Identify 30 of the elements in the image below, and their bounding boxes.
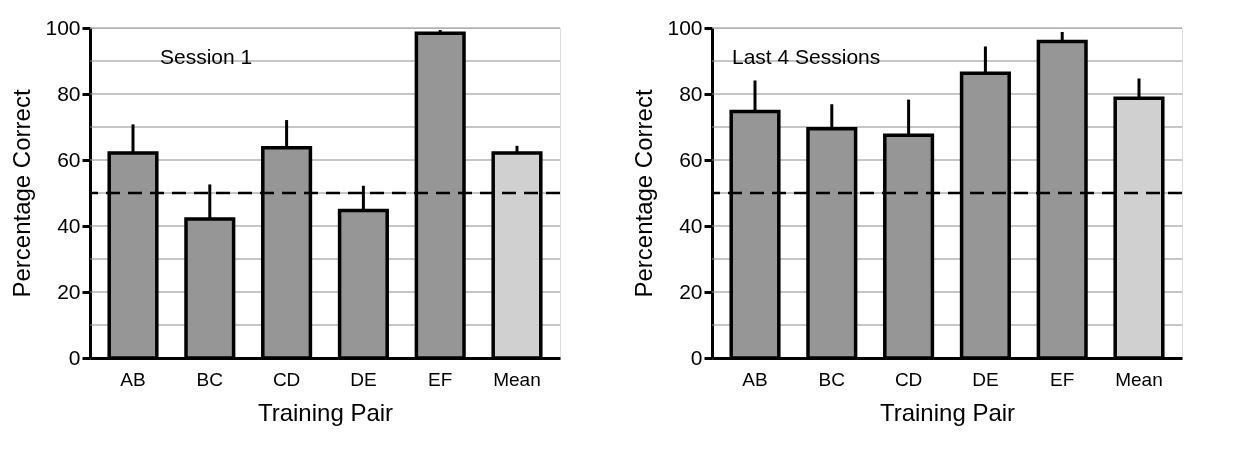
y-tick-label: 80	[57, 81, 81, 105]
y-tick-label: 100	[667, 15, 703, 39]
x-tick-label: Mean	[1115, 368, 1163, 390]
x-tick-label: CD	[894, 368, 923, 390]
y-axis-title: Percentage Correct	[8, 89, 36, 298]
y-tick-label: 60	[57, 147, 81, 171]
x-axis-title: Training Pair	[257, 398, 394, 426]
y-axis-title: Percentage Correct	[630, 89, 658, 298]
annotation: Session 1	[160, 45, 253, 68]
y-tick-label: 100	[45, 15, 81, 39]
y-tick-label: 80	[679, 81, 703, 105]
x-axis-title: Training Pair	[879, 398, 1016, 426]
x-tick-label: CD	[272, 368, 301, 390]
x-tick-label: DE	[350, 368, 377, 390]
x-tick-label: DE	[972, 368, 999, 390]
y-tick-label: 60	[679, 147, 703, 171]
y-tick-label: 20	[57, 279, 81, 303]
y-tick-label: 0	[68, 345, 81, 369]
x-tick-label: EF	[1050, 368, 1075, 390]
x-tick-label: AB	[742, 368, 768, 390]
x-tick-label: EF	[428, 368, 453, 390]
x-tick-label: AB	[120, 368, 146, 390]
y-tick-label: 40	[679, 213, 703, 237]
x-tick-label: BC	[196, 368, 224, 390]
x-tick-label: Mean	[493, 368, 541, 390]
y-tick-label: 20	[679, 279, 703, 303]
x-tick-label: BC	[818, 368, 846, 390]
y-tick-label: 0	[690, 345, 703, 369]
y-tick-label: 40	[57, 213, 81, 237]
annotation: Last 4 Sessions	[732, 45, 881, 68]
